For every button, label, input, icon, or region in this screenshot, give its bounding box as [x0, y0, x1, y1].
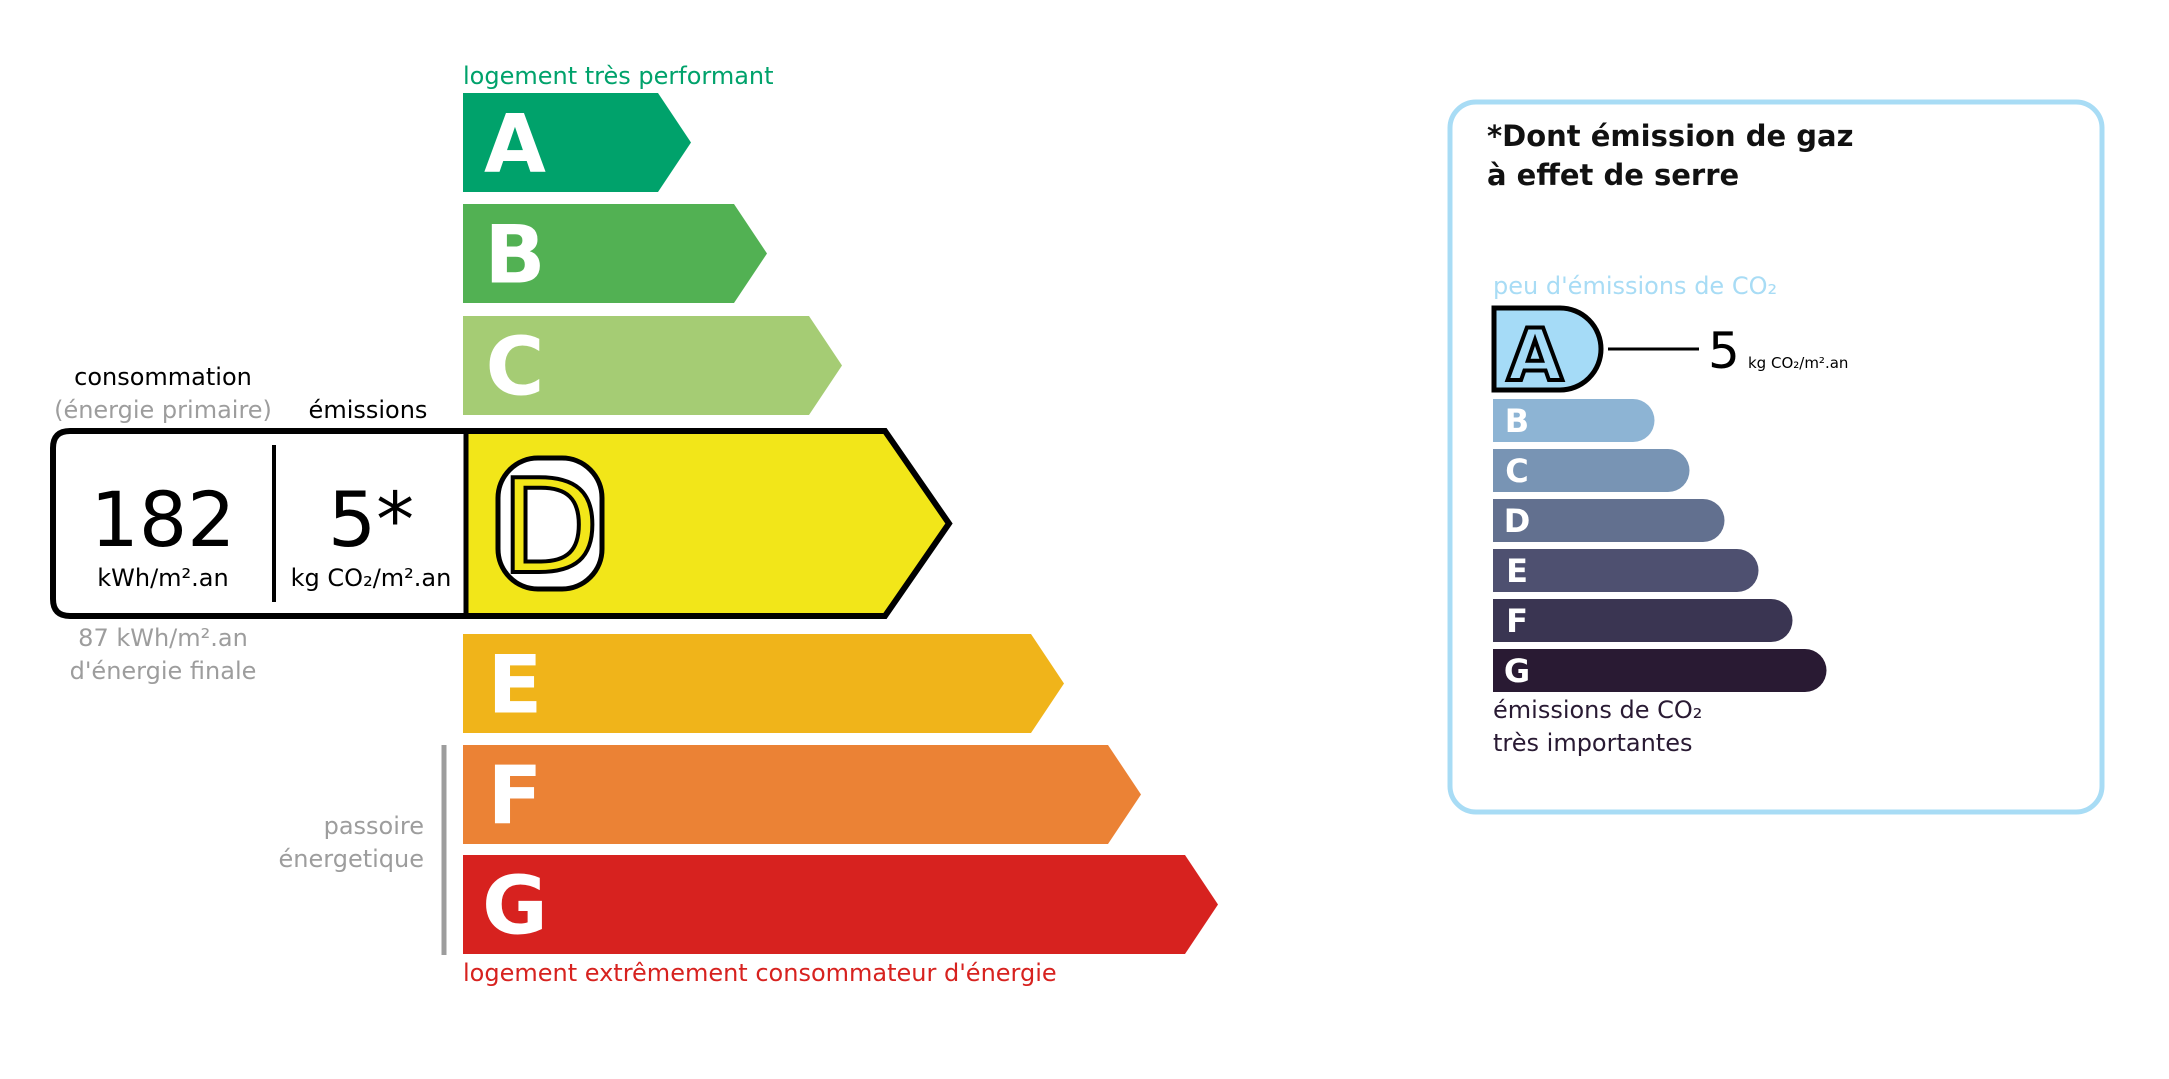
top-label: logement très performant — [463, 62, 774, 90]
ges-letter-f: F — [1506, 602, 1528, 640]
energy-letter-a: A — [484, 98, 546, 191]
ges-bottom-label: émissions de CO₂ — [1493, 696, 1702, 724]
energy-letter-b: B — [485, 209, 546, 302]
ges-bar-b — [1493, 399, 1655, 442]
ges-bottom-label-2: très importantes — [1493, 729, 1693, 757]
energy-bar-a — [463, 93, 691, 192]
ges-value: 5 — [1708, 322, 1740, 380]
energy-bar-b — [463, 204, 767, 303]
ges-letter-g: G — [1504, 652, 1530, 690]
ges-current-letter: A — [1507, 313, 1563, 397]
ges-bar-f — [1493, 599, 1793, 642]
bottom-label: logement extrêmement consommateur d'éner… — [463, 959, 1057, 987]
consumption-unit: kWh/m².an — [97, 564, 228, 592]
emissions-header: émissions — [309, 396, 428, 424]
ges-unit: kg CO₂/m².an — [1748, 354, 1848, 372]
energy-bar-c — [463, 316, 842, 415]
consumption-header: consommation — [74, 363, 252, 391]
final-energy-value: 87 kWh/m².an — [78, 624, 248, 652]
final-energy-label: d'énergie finale — [70, 657, 257, 685]
consumption-value: 182 — [90, 475, 235, 564]
consumption-subheader: (énergie primaire) — [54, 396, 272, 424]
ges-current-class: A 5 kg CO₂/m².an — [1491, 305, 1848, 399]
energy-letter-g: G — [482, 860, 548, 953]
energy-letter-c: C — [486, 321, 545, 414]
passoire-label: passoire — [324, 812, 424, 840]
energy-bar-g — [463, 855, 1218, 954]
ges-bar-g — [1493, 649, 1827, 692]
energy-bar-e — [463, 634, 1064, 733]
energy-letter-e: E — [488, 639, 543, 732]
energy-bar-f — [463, 745, 1141, 844]
ges-title-2: à effet de serre — [1487, 158, 1739, 192]
ges-letter-e: E — [1506, 552, 1528, 590]
current-class-outline — [50, 428, 953, 619]
ges-letter-c: C — [1505, 452, 1528, 490]
passoire-label-2: énergetique — [279, 845, 424, 873]
current-class-letter: D — [500, 451, 600, 603]
ges-bar-e — [1493, 549, 1759, 592]
ges-bar-d — [1493, 499, 1725, 542]
emissions-value: 5* — [328, 475, 414, 564]
energy-scale: ABC EFG — [463, 93, 1218, 954]
current-class-box: D — [50, 428, 953, 619]
ges-letter-b: B — [1505, 402, 1529, 440]
emissions-unit: kg CO₂/m².an — [291, 564, 452, 592]
ges-top-label: peu d'émissions de CO₂ — [1493, 272, 1777, 300]
ges-letter-d: D — [1504, 502, 1531, 540]
ges-bar-c — [1493, 449, 1690, 492]
ges-title: *Dont émission de gaz — [1487, 119, 1853, 153]
energy-letter-f: F — [488, 750, 543, 843]
